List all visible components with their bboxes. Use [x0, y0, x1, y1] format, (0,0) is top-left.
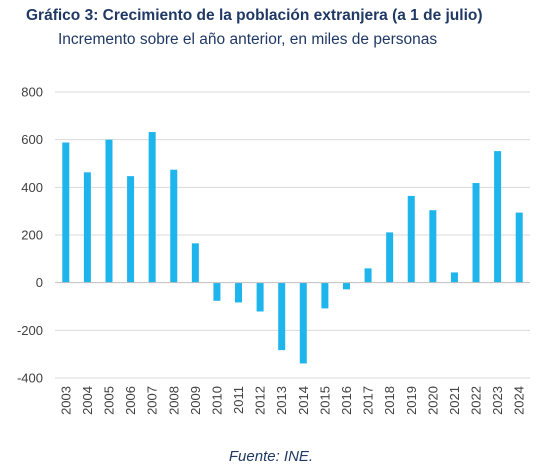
bar-2010 [213, 282, 221, 301]
bar-2008 [170, 169, 178, 283]
bar-2014 [299, 282, 307, 364]
x-tick-label: 2016 [339, 386, 354, 415]
x-tick-label: 2014 [296, 386, 311, 415]
bar-2006 [127, 176, 135, 283]
x-tick-label: 2005 [101, 386, 116, 415]
bar-2015 [321, 282, 329, 309]
x-tick-label: 2010 [209, 386, 224, 415]
x-tick-label: 2012 [253, 386, 268, 415]
x-tick-label: 2019 [404, 386, 419, 415]
y-tick-label: -400 [17, 371, 43, 386]
bar-2003 [62, 142, 70, 283]
bar-2023 [494, 151, 502, 283]
y-tick-label: 600 [21, 132, 43, 147]
y-tick-label: 200 [21, 228, 43, 243]
x-tick-label: 2003 [58, 386, 73, 415]
x-tick-label: 2022 [469, 386, 484, 415]
bar-2024 [515, 212, 523, 283]
bar-2021 [450, 272, 458, 283]
x-tick-label: 2009 [188, 386, 203, 415]
bar-2016 [342, 282, 350, 290]
bar-2009 [191, 243, 199, 283]
bar-2011 [235, 282, 243, 303]
y-tick-label: 400 [21, 180, 43, 195]
x-tick-label: 2013 [274, 386, 289, 415]
bar-2019 [407, 195, 415, 283]
bar-2012 [256, 282, 264, 312]
x-tick-label: 2017 [361, 386, 376, 415]
bar-2018 [386, 232, 394, 283]
bar-2017 [364, 268, 372, 283]
bar-2020 [429, 210, 437, 283]
bar-2005 [105, 139, 113, 283]
x-tick-label: 2006 [123, 386, 138, 415]
x-tick-label: 2020 [425, 386, 440, 415]
bar-2004 [83, 172, 91, 283]
bar-2013 [278, 282, 286, 351]
y-tick-label: 800 [21, 85, 43, 100]
bar-2007 [148, 132, 156, 283]
chart-title: Gráfico 3: Crecimiento de la población e… [26, 7, 483, 24]
x-tick-label: 2018 [382, 386, 397, 415]
x-tick-label: 2011 [231, 386, 246, 414]
gridlines [55, 91, 530, 379]
x-tick-label: 2015 [317, 386, 332, 415]
x-tick-label: 2008 [166, 386, 181, 415]
source-note: Fuente: INE. [228, 448, 314, 465]
bar-2022 [472, 183, 480, 283]
y-axis-ticks: -400 -200 0 200 400 600 800 [17, 85, 43, 386]
y-tick-label: 0 [36, 275, 43, 290]
x-tick-label: 2007 [145, 386, 160, 415]
chart-subtitle: Incremento sobre el año anterior, en mil… [58, 31, 438, 48]
x-tick-label: 2004 [80, 386, 95, 415]
x-tick-label: 2023 [490, 386, 505, 415]
x-tick-label: 2024 [512, 386, 527, 415]
bars [62, 132, 523, 364]
x-axis-ticks: 2003 2004 2005 2006 2007 2008 2009 2010 2011 2012… [58, 386, 526, 415]
x-tick-label: 2021 [447, 386, 462, 415]
y-tick-label: -200 [17, 323, 43, 338]
